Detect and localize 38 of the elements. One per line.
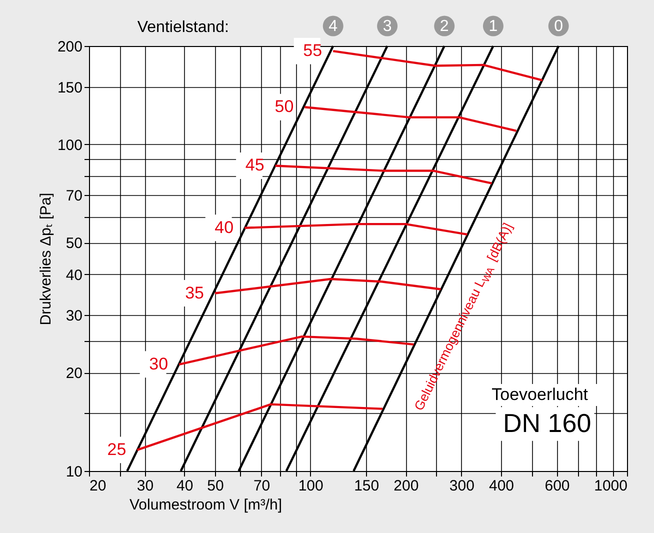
series-label: 40 — [214, 218, 234, 237]
y-tick-label: 20 — [66, 365, 82, 382]
y-tick-label: 200 — [57, 38, 82, 56]
y-tick-label: 150 — [57, 79, 82, 96]
series-label: 1 — [488, 18, 498, 35]
series-label: 25 — [107, 440, 126, 459]
series-label: 4 — [328, 18, 338, 35]
series-label: 35 — [185, 283, 204, 302]
x-tick-label: 70 — [253, 478, 270, 494]
x-tick-label: 20 — [90, 478, 106, 494]
series-label: 30 — [149, 354, 168, 374]
x-tick-label: 30 — [136, 478, 154, 494]
annotation: Toevoerlucht — [492, 385, 588, 404]
y-tick-label: 70 — [66, 187, 82, 204]
x-tick-label: 1000 — [594, 478, 628, 494]
annotation: DN 160 — [503, 408, 592, 438]
series-label: 0 — [554, 18, 564, 35]
series-label: 2 — [440, 18, 449, 35]
y-tick-label: 10 — [66, 464, 82, 480]
y-tick-label: 100 — [57, 136, 82, 154]
x-axis-title: Volumestroom V [m³/h] — [130, 496, 282, 514]
series-label: 50 — [274, 97, 294, 116]
y-tick-label: 40 — [66, 266, 82, 284]
x-tick-label: 150 — [354, 478, 380, 494]
x-tick-label: 100 — [298, 478, 324, 494]
x-tick-label: 40 — [176, 478, 194, 494]
series-label: 3 — [382, 18, 392, 35]
x-tick-label: 50 — [207, 478, 224, 494]
x-tick-label: 400 — [488, 478, 514, 494]
y-tick-label: 50 — [66, 235, 82, 252]
x-tick-label: 600 — [544, 478, 570, 494]
x-tick-label: 200 — [394, 478, 419, 494]
x-tick-label: 300 — [449, 478, 474, 494]
text: Ventielstand: — [137, 19, 229, 36]
y-axis-title: Drukverlies Δpₜ [Pa] — [37, 192, 54, 326]
series-label: 45 — [245, 156, 264, 175]
y-tick-label: 30 — [66, 308, 82, 325]
series-label: 55 — [303, 41, 322, 60]
